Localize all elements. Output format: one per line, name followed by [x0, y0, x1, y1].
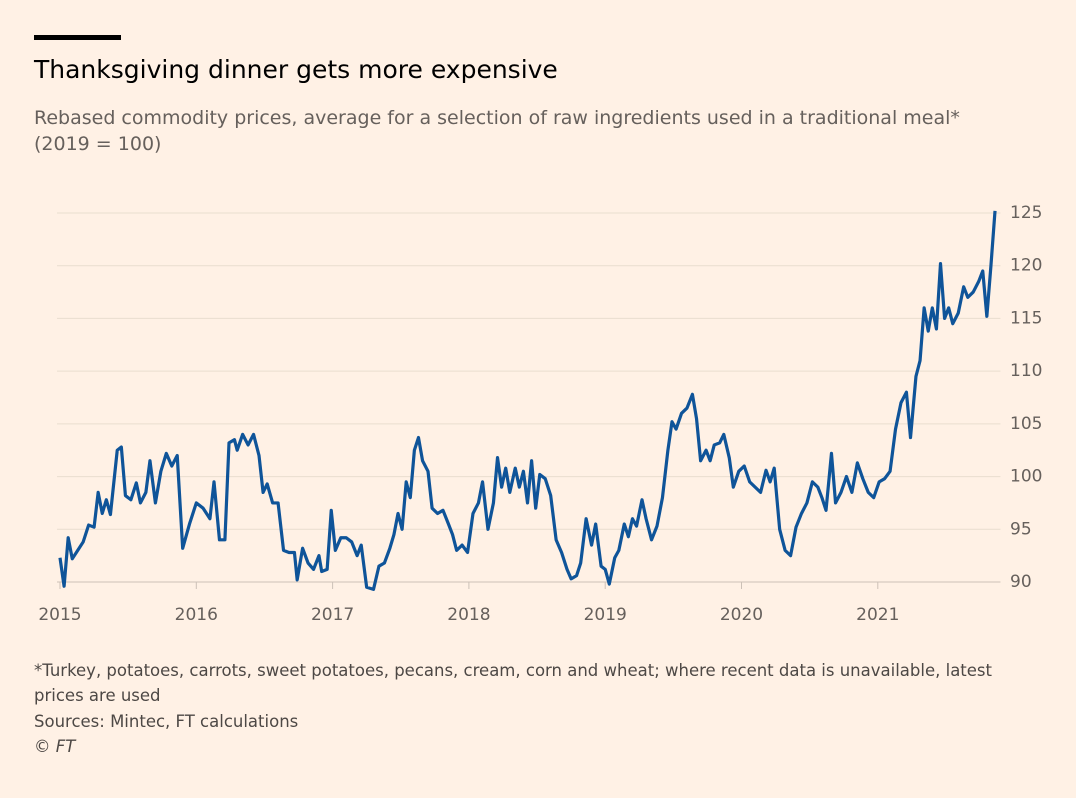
y-tick-label: 100: [1010, 467, 1042, 487]
credit: © FT: [34, 737, 76, 756]
title-rule: [34, 35, 121, 40]
x-tick-label: 2020: [720, 605, 763, 625]
y-tick-label: 110: [1010, 361, 1042, 381]
footnote: *Turkey, potatoes, carrots, sweet potato…: [34, 661, 992, 705]
y-tick-label: 95: [1010, 519, 1032, 539]
y-tick-label: 115: [1010, 308, 1042, 328]
x-tick-label: 2017: [311, 605, 354, 625]
y-tick-label: 90: [1010, 572, 1032, 592]
data-line: [58, 210, 997, 591]
chart-subtitle: Rebased commodity prices, average for a …: [34, 107, 960, 155]
y-tick-label: 105: [1010, 414, 1042, 434]
x-tick-label: 2015: [38, 605, 81, 625]
chart-title: Thanksgiving dinner gets more expensive: [34, 55, 558, 84]
source: Sources: Mintec, FT calculations: [34, 712, 299, 731]
y-tick-label: 120: [1010, 256, 1042, 276]
y-tick-label: 125: [1010, 203, 1042, 223]
x-tick-label: 2019: [584, 605, 627, 625]
x-tick-label: 2021: [856, 605, 899, 625]
x-tick-label: 2018: [447, 605, 490, 625]
chart: 90 95 100 105 110 115 120 125 2015 2016 2017 2018 20…: [38, 203, 1042, 625]
x-tick-label: 2016: [175, 605, 218, 625]
